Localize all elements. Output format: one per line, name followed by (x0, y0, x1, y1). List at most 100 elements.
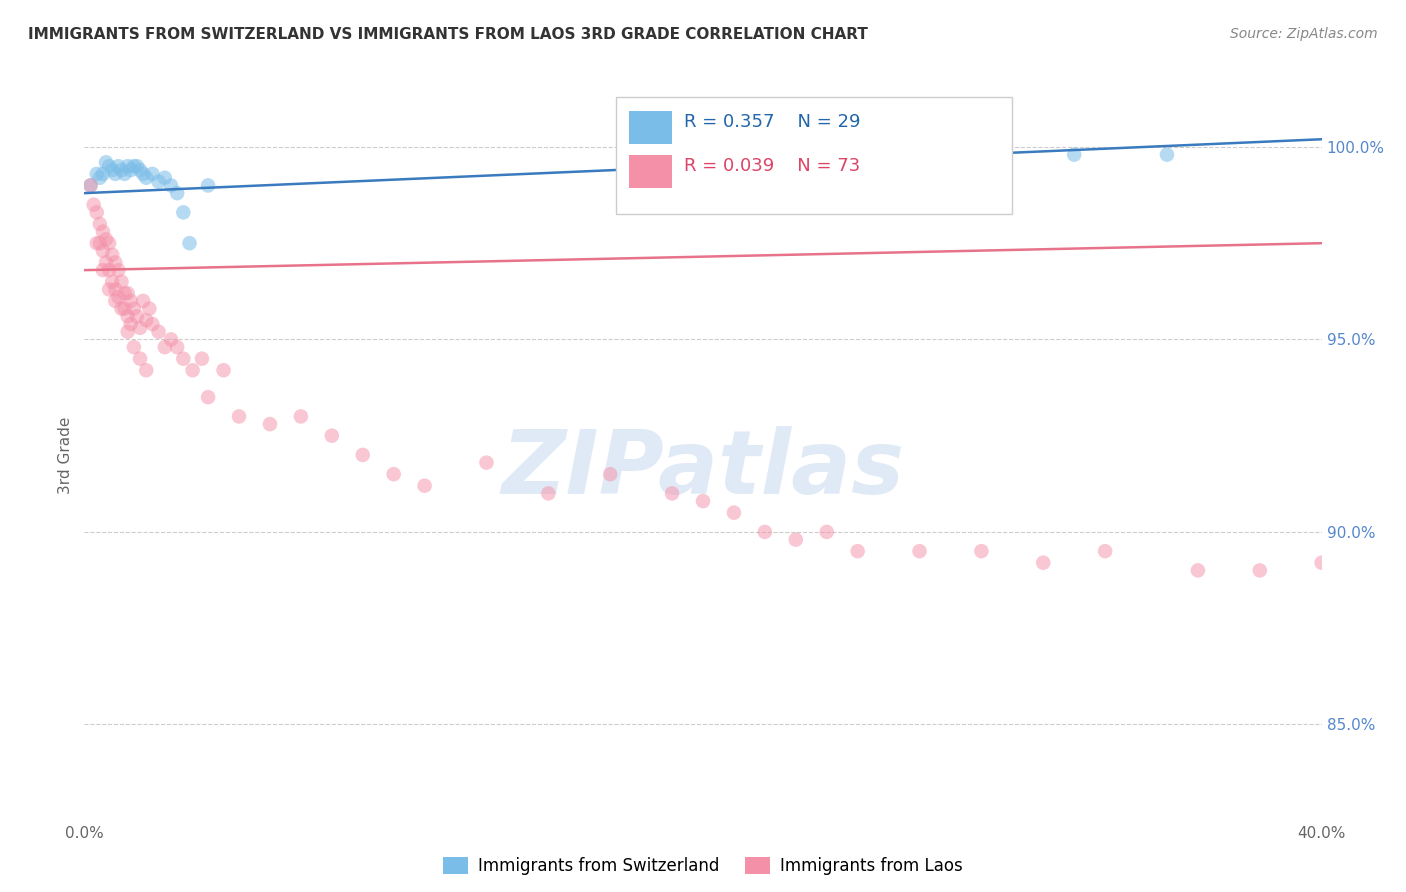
Point (153, 340, 176, 354)
Point (197, 178, 219, 193)
Point (104, 282, 127, 296)
Point (132, 167, 155, 181)
Point (98, 236, 121, 251)
Point (114, 167, 136, 181)
Point (122, 340, 145, 354)
Point (135, 170, 157, 185)
Point (114, 286, 136, 301)
Point (91, 225, 114, 239)
Point (89, 217, 111, 231)
Point (382, 467, 405, 482)
Point (166, 186, 188, 201)
Point (135, 313, 157, 327)
Point (1156, 147, 1178, 161)
Point (1310, 556, 1333, 570)
Point (692, 494, 714, 508)
Point (197, 390, 219, 404)
Point (79, 178, 101, 193)
Point (120, 163, 142, 178)
Point (86, 205, 108, 219)
Point (1063, 147, 1085, 161)
Point (94, 155, 117, 169)
Point (160, 333, 183, 347)
Legend: Immigrants from Switzerland, Immigrants from Laos: Immigrants from Switzerland, Immigrants … (437, 850, 969, 882)
Point (91, 263, 114, 277)
Point (104, 293, 127, 308)
Point (122, 301, 145, 316)
Point (107, 290, 129, 304)
Point (1187, 563, 1209, 577)
Point (148, 175, 170, 189)
Point (172, 205, 194, 219)
Point (212, 363, 235, 377)
Text: ZIPatlas: ZIPatlas (502, 426, 904, 513)
Point (117, 159, 139, 173)
Point (1249, 563, 1271, 577)
Point (94, 255, 117, 269)
Point (599, 467, 621, 482)
Point (970, 544, 993, 558)
Point (259, 417, 281, 431)
Point (179, 236, 201, 251)
Point (91, 244, 114, 258)
Point (228, 409, 250, 424)
Point (181, 363, 204, 377)
Point (129, 321, 152, 335)
Point (754, 524, 776, 539)
Point (815, 524, 838, 539)
Point (98, 263, 121, 277)
Bar (628, 155, 672, 188)
Text: R = 0.039    N = 73: R = 0.039 N = 73 (685, 157, 860, 175)
Point (91, 167, 114, 181)
Point (1094, 544, 1116, 558)
Point (148, 325, 170, 339)
Point (94, 232, 117, 246)
Point (110, 163, 132, 178)
Point (191, 351, 214, 366)
Point (107, 159, 129, 173)
Point (141, 167, 163, 181)
Point (166, 340, 188, 354)
Point (908, 544, 931, 558)
Point (83, 197, 105, 211)
Point (117, 310, 139, 324)
Y-axis label: 3rd Grade: 3rd Grade (58, 417, 73, 493)
Point (101, 275, 124, 289)
Point (89, 170, 111, 185)
Text: Source: ZipAtlas.com: Source: ZipAtlas.com (1230, 27, 1378, 41)
FancyBboxPatch shape (616, 96, 1012, 213)
Point (104, 167, 127, 181)
Point (160, 178, 183, 193)
Point (138, 301, 160, 316)
Point (104, 255, 127, 269)
Point (132, 293, 155, 308)
Point (110, 301, 132, 316)
Point (86, 167, 108, 181)
Point (153, 170, 176, 185)
Text: R = 0.357    N = 29: R = 0.357 N = 29 (685, 113, 860, 131)
Point (117, 286, 139, 301)
Point (98, 282, 121, 296)
Point (98, 159, 121, 173)
Point (89, 236, 111, 251)
Point (114, 301, 136, 316)
Point (129, 163, 152, 178)
Bar (628, 112, 672, 145)
Point (120, 317, 142, 331)
Point (125, 310, 148, 324)
Text: IMMIGRANTS FROM SWITZERLAND VS IMMIGRANTS FROM LAOS 3RD GRADE CORRELATION CHART: IMMIGRANTS FROM SWITZERLAND VS IMMIGRANT… (28, 27, 868, 42)
Point (117, 325, 139, 339)
Point (172, 351, 194, 366)
Point (754, 140, 776, 154)
Point (723, 506, 745, 520)
Point (107, 263, 129, 277)
Point (110, 275, 132, 289)
Point (101, 163, 124, 178)
Point (661, 486, 683, 500)
Point (352, 448, 374, 462)
Point (537, 486, 560, 500)
Point (475, 456, 498, 470)
Point (101, 248, 124, 262)
Point (86, 236, 108, 251)
Point (141, 317, 163, 331)
